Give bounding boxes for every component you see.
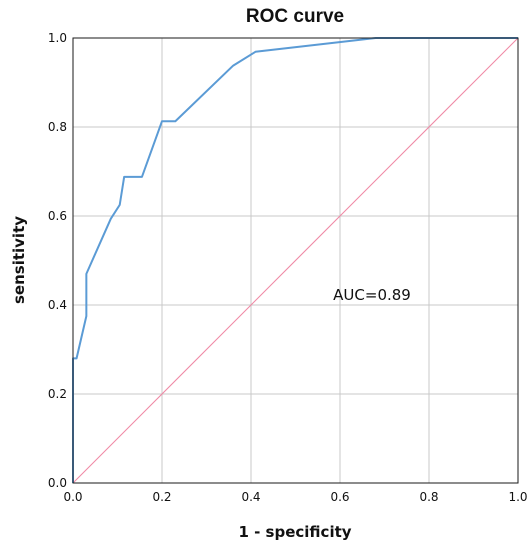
y-tick-label: 0.6	[48, 209, 67, 223]
y-tick-label: 1.0	[48, 31, 67, 45]
y-tick-label: 0.2	[48, 387, 67, 401]
tick-labels: 0.0 0.2 0.4 0.6 0.8 1.0 0.0 0.2 0.4 0.6 0.8 1.0	[48, 31, 528, 504]
x-tick-label: 0.2	[152, 490, 171, 504]
series-layer	[72, 37, 519, 484]
y-axis-label: sensitivity	[10, 216, 28, 304]
x-tick-label: 0.6	[330, 490, 349, 504]
y-tick-label: 0.0	[48, 476, 67, 490]
x-tick-label: 0.8	[419, 490, 438, 504]
auc-annotation: AUC=0.89	[333, 286, 411, 304]
y-tick-label: 0.8	[48, 120, 67, 134]
y-tick-label: 0.4	[48, 298, 67, 312]
x-axis-label: 1 - specificity	[238, 523, 351, 541]
chart-title: ROC curve	[246, 6, 344, 27]
plot-frame	[72, 37, 519, 484]
roc-curve-line	[72, 37, 518, 483]
x-tick-label: 0.4	[241, 490, 260, 504]
reference-diagonal-line	[72, 37, 519, 484]
x-tick-label: 1.0	[508, 490, 527, 504]
x-tick-label: 0.0	[63, 490, 82, 504]
